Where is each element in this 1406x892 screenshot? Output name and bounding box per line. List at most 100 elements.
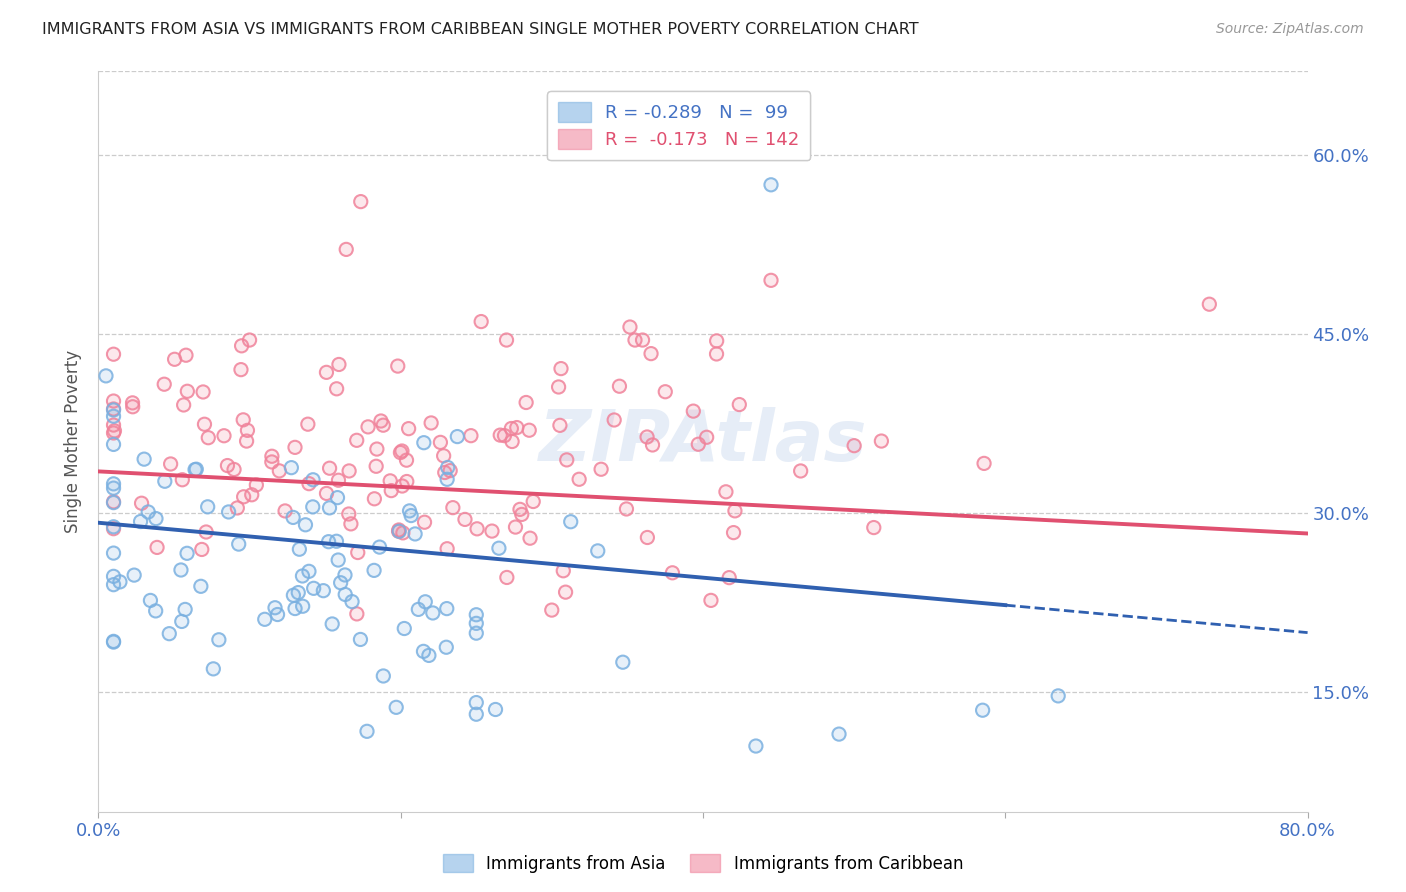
Point xyxy=(420,416,443,430)
Point xyxy=(494,428,516,442)
Point xyxy=(728,398,751,412)
Point xyxy=(294,517,316,532)
Point xyxy=(547,380,569,394)
Point xyxy=(387,524,409,539)
Point xyxy=(103,424,125,438)
Point xyxy=(568,472,591,486)
Point xyxy=(972,703,994,717)
Point xyxy=(346,545,368,559)
Point xyxy=(391,444,413,458)
Point xyxy=(346,607,368,621)
Point xyxy=(481,524,503,538)
Point xyxy=(465,626,488,640)
Point xyxy=(335,243,357,257)
Point xyxy=(1198,297,1220,311)
Point xyxy=(163,352,186,367)
Point xyxy=(190,579,212,593)
Point xyxy=(288,542,311,557)
Point xyxy=(519,531,541,545)
Point xyxy=(174,348,197,362)
Point xyxy=(325,382,347,396)
Point xyxy=(404,527,426,541)
Point xyxy=(337,464,360,478)
Point xyxy=(495,333,517,347)
Point xyxy=(373,418,395,433)
Point xyxy=(337,507,360,521)
Point xyxy=(103,495,125,509)
Point xyxy=(1198,297,1220,311)
Point xyxy=(197,500,219,514)
Point xyxy=(325,534,347,549)
Point xyxy=(197,431,219,445)
Point xyxy=(391,444,413,458)
Point xyxy=(706,347,728,361)
Point xyxy=(283,588,305,602)
Point xyxy=(408,602,430,616)
Point xyxy=(489,428,512,442)
Point xyxy=(862,520,884,534)
Point xyxy=(501,421,523,435)
Point xyxy=(260,455,283,469)
Point xyxy=(828,727,851,741)
Point xyxy=(706,334,728,348)
Point xyxy=(1047,689,1070,703)
Point xyxy=(484,702,506,716)
Point xyxy=(412,644,434,658)
Point xyxy=(654,384,676,399)
Point xyxy=(696,430,718,444)
Point xyxy=(631,333,654,347)
Point xyxy=(844,439,866,453)
Point xyxy=(173,398,195,412)
Point xyxy=(298,565,321,579)
Point xyxy=(495,333,517,347)
Point xyxy=(398,504,420,518)
Point xyxy=(253,612,276,626)
Point xyxy=(789,464,811,478)
Point xyxy=(231,339,253,353)
Point xyxy=(208,632,231,647)
Point xyxy=(517,423,540,437)
Point xyxy=(228,537,250,551)
Point xyxy=(609,379,631,393)
Point xyxy=(553,564,575,578)
Point xyxy=(318,461,340,475)
Point xyxy=(718,571,741,585)
Point xyxy=(441,500,464,515)
Point xyxy=(728,398,751,412)
Point xyxy=(232,490,254,504)
Point xyxy=(103,409,125,424)
Point xyxy=(315,486,337,500)
Point xyxy=(329,575,352,590)
Point xyxy=(380,474,402,488)
Point xyxy=(413,595,436,609)
Point xyxy=(346,434,368,448)
Point xyxy=(454,512,477,526)
Point xyxy=(280,460,302,475)
Point xyxy=(554,585,576,599)
Point xyxy=(363,491,385,506)
Point xyxy=(436,601,458,615)
Point xyxy=(335,243,357,257)
Point xyxy=(436,472,458,486)
Point xyxy=(193,417,215,432)
Point xyxy=(298,476,321,491)
Point xyxy=(418,648,440,663)
Point xyxy=(103,546,125,560)
Point xyxy=(302,473,325,487)
Point xyxy=(197,500,219,514)
Point xyxy=(129,515,152,529)
Point xyxy=(218,505,240,519)
Point xyxy=(328,358,350,372)
Point xyxy=(391,479,413,493)
Point xyxy=(368,540,391,554)
Point xyxy=(465,696,488,710)
Point xyxy=(547,380,569,394)
Point xyxy=(399,508,422,523)
Point xyxy=(281,510,304,524)
Point xyxy=(706,334,728,348)
Point xyxy=(465,626,488,640)
Point xyxy=(136,505,159,519)
Point xyxy=(174,602,197,616)
Point xyxy=(103,634,125,648)
Point xyxy=(495,570,517,584)
